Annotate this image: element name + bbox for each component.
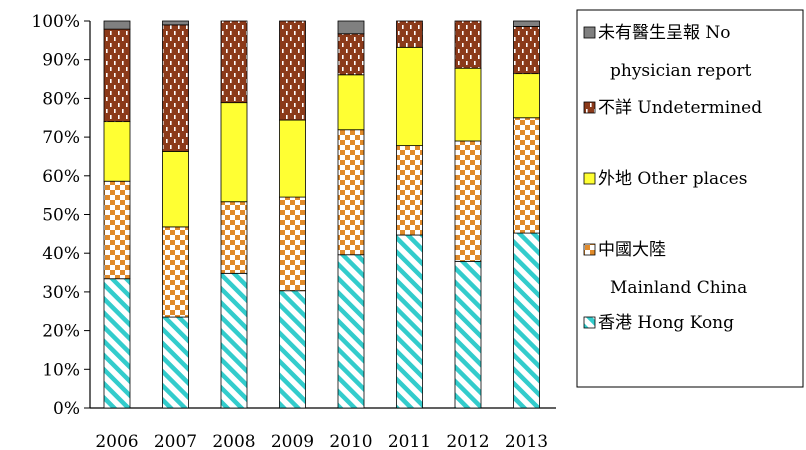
bar-segment-3-2006 bbox=[103, 28, 131, 123]
x-tick-label-2012: 2012 bbox=[446, 432, 489, 450]
bar-segment-3-2009 bbox=[279, 20, 306, 121]
bars bbox=[103, 20, 540, 409]
y-tick-label: 20% bbox=[42, 322, 80, 342]
x-tick-label-2010: 2010 bbox=[329, 432, 372, 450]
legend-item-1: 不詳 Undetermined bbox=[583, 98, 762, 118]
bar-segment-1-2008 bbox=[220, 201, 248, 274]
bar-segment-2-2012 bbox=[454, 67, 482, 142]
legend-swatch bbox=[583, 316, 596, 329]
y-tick-label: 90% bbox=[42, 51, 80, 71]
bar-stack-2010 bbox=[337, 20, 365, 409]
bar-segment-3-2010 bbox=[337, 33, 365, 76]
bar-segment-2-2009 bbox=[279, 119, 306, 198]
bar-stack-2013 bbox=[513, 20, 540, 409]
y-tick-label: 70% bbox=[42, 128, 80, 148]
y-tick-label: 80% bbox=[42, 89, 80, 109]
bar-segment-0-2008 bbox=[220, 272, 248, 409]
legend-swatch bbox=[583, 243, 596, 256]
bar-segment-3-2011 bbox=[396, 20, 423, 48]
x-tick-label-2006: 2006 bbox=[95, 432, 138, 450]
x-tick-label-2008: 2008 bbox=[212, 432, 255, 450]
bar-segment-2-2013 bbox=[513, 73, 540, 119]
bar-segment-4-2007 bbox=[162, 20, 189, 26]
bar-segment-0-2011 bbox=[396, 234, 423, 409]
bar-segment-2-2010 bbox=[337, 74, 365, 131]
legend-swatch bbox=[583, 172, 596, 185]
legend: 未有醫生呈報 No physician report 不詳 Undetermined… bbox=[576, 9, 804, 388]
bar-segment-4-2006 bbox=[103, 20, 131, 30]
y-tick-label: 30% bbox=[42, 283, 80, 303]
x-axis-labels: 2006 2007 2008 2009 2010 2011 2012 2013 bbox=[95, 432, 548, 450]
bar-stack-2011 bbox=[396, 20, 423, 409]
bar-segment-1-2012 bbox=[454, 140, 482, 262]
y-axis: 0% 10% 20% 30% 40% 50% 60% 70% 80% 90% 100% bbox=[31, 12, 556, 419]
legend-label: 中國大陸 bbox=[598, 240, 666, 260]
bar-stack-2009 bbox=[279, 20, 306, 409]
legend-label: Mainland China bbox=[610, 278, 747, 298]
x-tick-label-2007: 2007 bbox=[154, 432, 197, 450]
legend-item-2: 外地 Other places bbox=[583, 169, 747, 189]
bar-segment-2-2006 bbox=[103, 121, 131, 182]
bar-segment-3-2012 bbox=[454, 20, 482, 69]
bar-segment-1-2010 bbox=[337, 129, 365, 256]
bar-stack-2007 bbox=[162, 20, 189, 409]
y-tick-label: 0% bbox=[53, 399, 80, 419]
bar-segment-3-2008 bbox=[220, 20, 248, 104]
bar-stack-2006 bbox=[103, 20, 131, 409]
x-tick-label-2009: 2009 bbox=[271, 432, 314, 450]
legend-swatch bbox=[583, 26, 596, 39]
legend-item-4: 香港 Hong Kong bbox=[583, 313, 734, 333]
bar-segment-2-2008 bbox=[220, 102, 248, 203]
legend-label: 外地 Other places bbox=[598, 169, 747, 189]
bar-segment-0-2006 bbox=[103, 278, 131, 409]
bar-segment-3-2007 bbox=[162, 24, 189, 152]
legend-label: 未有醫生呈報 No bbox=[598, 23, 731, 43]
bar-segment-1-2011 bbox=[396, 145, 423, 236]
legend-label: 香港 Hong Kong bbox=[598, 313, 734, 333]
bar-segment-2-2007 bbox=[162, 151, 189, 228]
bar-segment-4-2010 bbox=[337, 20, 365, 35]
legend-label: 不詳 Undetermined bbox=[598, 98, 762, 118]
bar-segment-1-2009 bbox=[279, 196, 306, 292]
legend-swatch bbox=[583, 101, 596, 114]
bar-segment-0-2013 bbox=[513, 232, 540, 409]
bar-segment-0-2010 bbox=[337, 254, 365, 409]
y-tick-label: 40% bbox=[42, 244, 80, 264]
y-tick-label: 50% bbox=[42, 206, 80, 226]
bar-segment-3-2013 bbox=[513, 26, 540, 75]
x-tick-label-2011: 2011 bbox=[388, 432, 431, 450]
legend-frame bbox=[576, 9, 804, 388]
x-tick-label-2013: 2013 bbox=[505, 432, 548, 450]
legend-item-3: 中國大陸 Mainland China bbox=[583, 240, 747, 298]
legend-item-0: 未有醫生呈報 No physician report bbox=[583, 23, 751, 81]
bar-segment-4-2013 bbox=[513, 20, 540, 27]
bar-segment-1-2006 bbox=[103, 180, 131, 280]
y-tick-label: 10% bbox=[42, 360, 80, 380]
bar-segment-1-2013 bbox=[513, 117, 540, 234]
legend-label: physician report bbox=[610, 61, 751, 81]
bar-stack-2012 bbox=[454, 20, 482, 409]
bar-segment-0-2007 bbox=[162, 316, 189, 409]
bar-segment-0-2012 bbox=[454, 260, 482, 409]
y-tick-label: 60% bbox=[42, 167, 80, 187]
bar-stack-2008 bbox=[220, 20, 248, 409]
y-tick-label: 100% bbox=[31, 12, 80, 32]
bar-segment-1-2007 bbox=[162, 226, 189, 318]
bar-segment-2-2011 bbox=[396, 46, 423, 147]
bar-segment-0-2009 bbox=[279, 290, 306, 409]
